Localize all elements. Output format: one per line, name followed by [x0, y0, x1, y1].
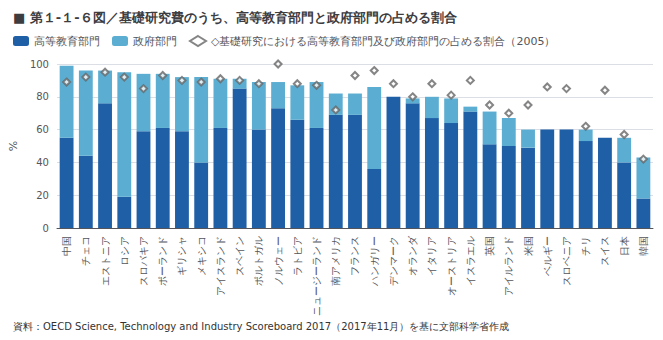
svg-text:政府部門: 政府部門 — [133, 35, 177, 48]
svg-text:20: 20 — [36, 190, 49, 201]
svg-text:ポルトガル: ポルトガル — [253, 236, 264, 286]
svg-text:ポーランド: ポーランド — [157, 236, 168, 286]
svg-text:オランダ: オランダ — [407, 235, 418, 276]
svg-text:%: % — [7, 141, 20, 151]
svg-text:メキシコ: メキシコ — [196, 236, 207, 276]
svg-text:韓国: 韓国 — [638, 236, 649, 256]
svg-text:ラトビア: ラトビア — [292, 236, 303, 276]
svg-text:40: 40 — [36, 157, 49, 168]
svg-text:60: 60 — [36, 124, 49, 135]
svg-text:デンマーク: デンマーク — [388, 236, 399, 286]
svg-text:フランス: フランス — [349, 236, 360, 276]
svg-text:スロバキア: スロバキア — [138, 236, 149, 286]
svg-text:イスラエル: イスラエル — [465, 236, 476, 286]
svg-text:スロベニア: スロベニア — [561, 236, 572, 286]
svg-text:0: 0 — [43, 223, 49, 234]
svg-text:米国: 米国 — [523, 236, 534, 256]
svg-text:アイルランド: アイルランド — [503, 236, 514, 296]
svg-text:チリ: チリ — [580, 236, 591, 256]
svg-text:エストニア: エストニア — [100, 236, 111, 286]
svg-text:資料：OECD Science, Technology an: 資料：OECD Science, Technology and Industry… — [13, 321, 509, 332]
svg-text:オーストリア: オーストリア — [446, 236, 457, 296]
svg-text:南アメリカ: 南アメリカ — [330, 236, 341, 286]
svg-text:80: 80 — [36, 91, 49, 102]
svg-text:◇基礎研究における高等教育部門及び政府部門の占める割合（20: ◇基礎研究における高等教育部門及び政府部門の占める割合（2005） — [211, 35, 555, 48]
svg-text:スペイン: スペイン — [234, 236, 245, 276]
svg-text:中国: 中国 — [61, 236, 72, 256]
svg-text:ハンガリー: ハンガリー — [369, 236, 380, 287]
svg-text:ロシア: ロシア — [119, 236, 130, 266]
svg-text:高等教育部門: 高等教育部門 — [34, 35, 100, 48]
svg-text:100: 100 — [30, 59, 49, 70]
svg-text:■ 第１-１-６図／基礎研究費のうち、高等教育部門と政府部門: ■ 第１-１-６図／基礎研究費のうち、高等教育部門と政府部門の占める割合 — [13, 10, 457, 25]
svg-text:英国: 英国 — [484, 236, 495, 256]
svg-text:アイスランド: アイスランド — [215, 236, 226, 296]
svg-text:ニュージーランド: ニュージーランド — [311, 236, 322, 316]
svg-text:イタリア: イタリア — [426, 236, 437, 276]
svg-text:ギリシャ: ギリシャ — [176, 236, 187, 276]
svg-text:スイス: スイス — [599, 236, 610, 266]
svg-text:チェコ: チェコ — [80, 236, 91, 266]
svg-text:ノルウェー: ノルウェー — [273, 236, 284, 286]
svg-text:日本: 日本 — [619, 236, 630, 256]
svg-text:ベルギー: ベルギー — [542, 236, 553, 276]
